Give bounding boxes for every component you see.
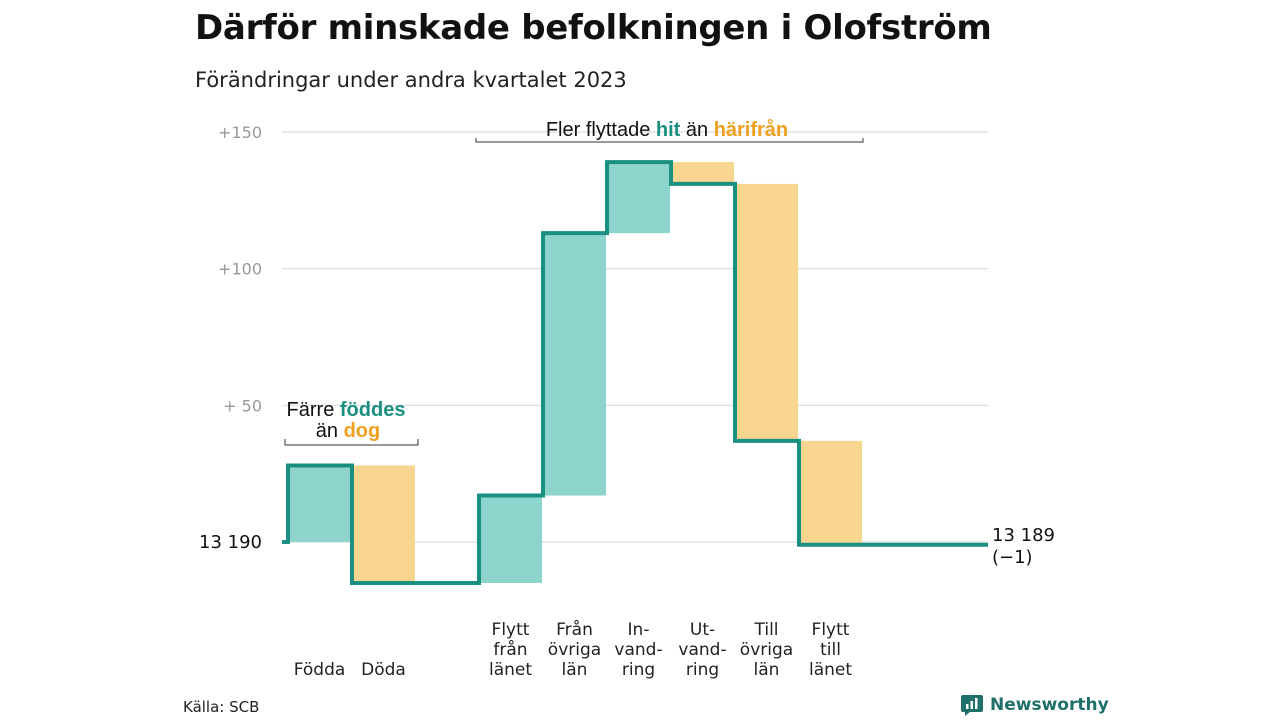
category-label: In- [628, 620, 650, 640]
annotation-natural-line2: än dog [316, 420, 380, 442]
bracket-natural [284, 439, 419, 446]
chart-title: Därför minskade befolkningen i Olofström [195, 8, 992, 48]
category-label: ring [686, 660, 719, 680]
end-change-label: (−1) [992, 547, 1033, 568]
category-label: vand- [614, 640, 662, 660]
annotation-natural-line1: Färre föddes [287, 399, 406, 421]
brand-logo[interactable]: Newsworthy [960, 693, 1109, 717]
category-label: övriga [740, 640, 793, 660]
y-tick-label: + 50 [223, 396, 262, 415]
category-label: län [754, 660, 780, 680]
category-label: Flytt [492, 620, 530, 640]
category-label: till [820, 640, 841, 660]
waterfall-bar [352, 465, 415, 583]
category-label: Från [556, 619, 593, 640]
waterfall-bar [671, 162, 734, 184]
category-label: länet [489, 660, 532, 680]
category-label: Till [753, 620, 778, 640]
chart-subtitle: Förändringar under andra kvartalet 2023 [195, 68, 627, 92]
waterfall-bar [543, 233, 606, 496]
waterfall-bar [735, 183, 798, 441]
bracket-migration [475, 138, 864, 143]
category-label: Födda [294, 660, 346, 680]
newsworthy-logo-icon [961, 695, 983, 716]
annotation-migration: Fler flyttade hit än härifrån [546, 118, 788, 141]
category-label: vand- [678, 640, 726, 660]
waterfall-bar [799, 440, 862, 545]
source-note: Källa: SCB [183, 698, 260, 716]
category-label: Flytt [812, 620, 850, 640]
waterfall-bar [479, 495, 542, 583]
category-label: ring [622, 660, 655, 680]
brand-name: Newsworthy [990, 695, 1109, 715]
cumulative-step-line [282, 160, 988, 585]
category-label: Ut- [690, 620, 715, 640]
baseline-label: 13 190 [199, 532, 262, 553]
category-label: från [493, 639, 527, 660]
y-tick-label: +100 [218, 260, 262, 279]
y-tick-label: +150 [218, 123, 262, 142]
category-label: länet [809, 660, 852, 680]
category-label: Döda [361, 660, 406, 680]
category-label: län [562, 660, 588, 680]
waterfall-bar [607, 162, 670, 234]
category-label: övriga [548, 640, 601, 660]
end-value-label: 13 189 [992, 525, 1055, 546]
waterfall-bar [288, 465, 351, 542]
